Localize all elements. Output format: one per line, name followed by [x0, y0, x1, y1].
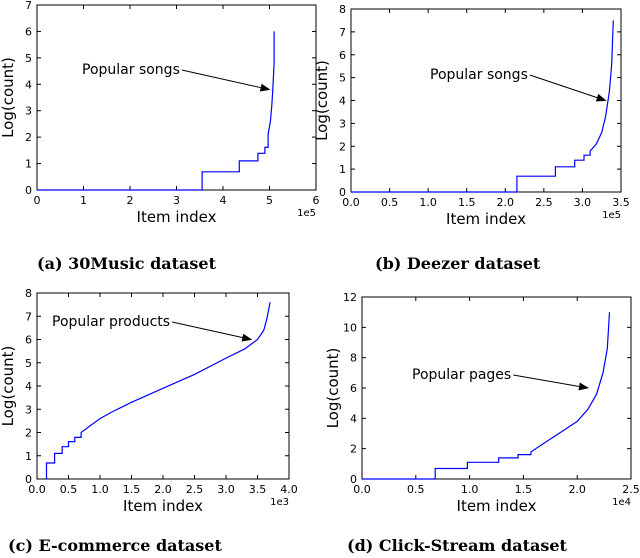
y-tick-label: 3 [339, 117, 346, 130]
y-tick-label: 5 [25, 357, 32, 370]
x-axis-label: Item index [137, 208, 217, 226]
x-multiplier-label: 1e5 [297, 208, 316, 219]
x-tick-label: 2 [127, 194, 134, 207]
y-tick-label: 3 [25, 403, 32, 416]
annotation-text: Popular pages [412, 367, 511, 383]
x-tick-label: 4.0 [280, 483, 298, 496]
y-tick-label: 10 [343, 321, 357, 334]
annotation-text: Popular products [52, 314, 170, 330]
y-tick-label: 3 [25, 105, 32, 118]
y-tick-label: 0 [350, 473, 357, 486]
y-tick-label: 8 [350, 352, 357, 365]
y-tick-label: 4 [339, 95, 346, 108]
x-axis-label: Item index [446, 210, 526, 228]
x-tick-label: 2.5 [186, 483, 204, 496]
x-multiplier-label: 1e4 [612, 497, 631, 508]
x-tick-label: 1.5 [458, 196, 476, 209]
x-tick-label: 0.0 [28, 483, 46, 496]
series-line-1 [45, 302, 271, 479]
x-tick-label: 0.5 [407, 483, 425, 496]
x-tick-label: 1.0 [91, 483, 109, 496]
y-tick-label: 7 [25, 0, 32, 12]
y-tick-label: 8 [25, 287, 32, 300]
annotation-arrow [529, 74, 607, 102]
chart-panel-4: 0.0 0.5 1.0 1.5 2.0 2.5 0 2 4 6 8 10 12 1e4 Item index… [324, 291, 640, 555]
y-tick-label: 5 [25, 52, 32, 65]
x-tick-label: 3.0 [574, 196, 592, 209]
x-tick-label: 3 [173, 194, 180, 207]
y-tick-label: 2 [25, 131, 32, 144]
chart-panel-2: 0.0 0.5 1.0 1.5 2.0 2.5 3.0 3.5 0 1 2 3 4 5 6 7 8 1e5 Item… [313, 3, 630, 273]
chart-panel-3: 0.0 0.5 1.0 1.5 2.0 2.5 3.0 3.5 4.0 0 1 2 3 4 5 6 7 8 1e3 I… [0, 287, 298, 555]
plot-frame [361, 296, 632, 480]
y-tick-label: 2 [350, 443, 357, 456]
panel-caption: (c) E-commerce dataset [8, 536, 222, 555]
y-tick-label: 7 [25, 310, 32, 323]
y-tick-label: 0 [25, 473, 32, 486]
chart-panel-1: 0 1 2 3 4 5 6 0 1 2 3 4 5 6 7 1e5 Item index Log(count) Po… [0, 0, 320, 273]
x-tick-label: 2.5 [622, 483, 640, 496]
y-tick-label: 4 [25, 78, 32, 91]
x-axis-label: Item index [123, 497, 203, 515]
y-axis-label: Log(count) [313, 60, 331, 141]
x-axis-label: Item index [457, 497, 537, 515]
x-tick-label: 2.5 [535, 196, 553, 209]
x-tick-label: 3.5 [612, 196, 630, 209]
y-tick-label: 8 [339, 3, 346, 16]
series-line-1 [37, 31, 275, 191]
y-tick-label: 2 [25, 427, 32, 440]
y-tick-label: 4 [25, 380, 32, 393]
y-tick-label: 6 [350, 382, 357, 395]
y-axis-label: Log(count) [0, 57, 17, 138]
y-tick-label: 0 [25, 184, 32, 197]
y-axis-label: Log(count) [0, 346, 17, 427]
annotation-arrow [171, 321, 253, 342]
x-tick-label: 1.5 [515, 483, 533, 496]
annotation-text: Popular songs [430, 67, 528, 83]
series-line-1 [351, 20, 614, 193]
annotation-text: Popular songs [82, 62, 180, 78]
x-tick-label: 0 [34, 194, 41, 207]
x-tick-label: 2.0 [568, 483, 586, 496]
x-tick-label: 0.0 [342, 196, 360, 209]
y-tick-label: 5 [339, 72, 346, 85]
x-tick-label: 0.5 [60, 483, 78, 496]
y-tick-label: 1 [339, 163, 346, 176]
panel-caption: (a) 30Music dataset [37, 254, 217, 273]
x-tick-label: 5 [266, 194, 273, 207]
y-tick-label: 1 [25, 158, 32, 171]
x-tick-label: 6 [313, 194, 320, 207]
x-tick-label: 1.0 [419, 196, 437, 209]
y-tick-label: 1 [25, 450, 32, 463]
x-tick-label: 1.5 [123, 483, 141, 496]
x-tick-label: 0.5 [381, 196, 399, 209]
panel-caption: (d) Click-Stream dataset [347, 536, 568, 555]
y-axis-label: Log(count) [324, 348, 342, 429]
annotation-arrow [181, 69, 271, 92]
x-tick-label: 3.5 [249, 483, 267, 496]
x-tick-label: 1 [80, 194, 87, 207]
x-tick-label: 2.0 [154, 483, 172, 496]
y-tick-label: 6 [339, 49, 346, 62]
x-multiplier-label: 1e3 [270, 497, 289, 508]
series-line-1 [362, 312, 611, 480]
y-tick-label: 12 [343, 291, 357, 304]
x-tick-label: 1.0 [461, 483, 479, 496]
plot-frame [350, 8, 622, 193]
y-tick-label: 6 [25, 25, 32, 38]
x-tick-label: 4 [220, 194, 227, 207]
y-tick-label: 0 [339, 186, 346, 199]
x-tick-label: 0.0 [353, 483, 371, 496]
y-tick-label: 7 [339, 26, 346, 39]
x-tick-label: 2.0 [497, 196, 515, 209]
y-tick-label: 2 [339, 140, 346, 153]
x-tick-label: 3.0 [217, 483, 235, 496]
annotation-arrow [513, 374, 589, 391]
panel-caption: (b) Deezer dataset [375, 254, 541, 273]
y-tick-label: 6 [25, 334, 32, 347]
x-multiplier-label: 1e5 [602, 210, 621, 221]
y-tick-label: 4 [350, 412, 357, 425]
